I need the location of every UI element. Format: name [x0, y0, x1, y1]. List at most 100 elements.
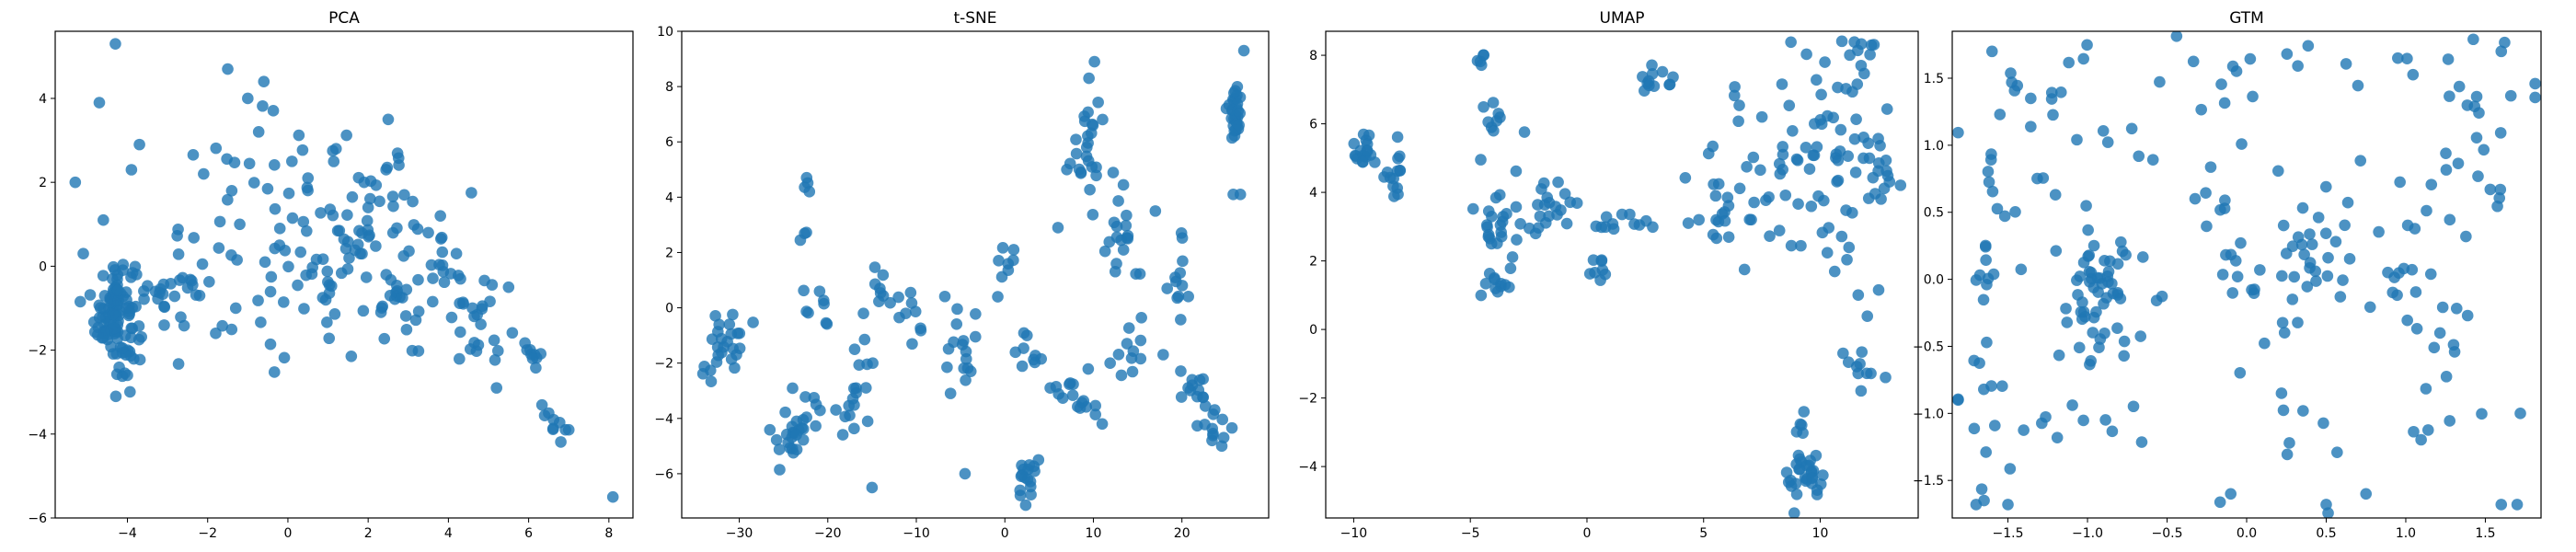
- scatter-point: [2341, 196, 2354, 209]
- scatter-point: [960, 374, 972, 386]
- scatter-point: [2373, 225, 2385, 238]
- scatter-point: [444, 268, 457, 280]
- scatter-point: [1088, 55, 1100, 68]
- scatter-point: [109, 390, 122, 403]
- scatter-point: [698, 361, 710, 373]
- scatter-point: [138, 285, 150, 297]
- scatter-point: [2320, 180, 2332, 193]
- scatter-point: [1080, 150, 1093, 163]
- scatter-point: [2115, 236, 2127, 248]
- scatter-point: [229, 302, 242, 315]
- scatter-point: [1834, 123, 1847, 136]
- scatter-point: [2189, 192, 2202, 205]
- scatter-point: [2086, 272, 2098, 285]
- scatter-point: [1479, 278, 1492, 290]
- scatter-point: [357, 305, 370, 317]
- scatter-point: [909, 305, 922, 317]
- x-tick-label: 1.5: [2475, 526, 2495, 541]
- scatter-point: [2460, 230, 2472, 243]
- scatter-point: [836, 429, 849, 441]
- scatter-point: [1019, 499, 1032, 512]
- scatter-point: [149, 285, 162, 298]
- scatter-point: [790, 415, 803, 428]
- scatter-point: [606, 490, 619, 503]
- scatter-point: [2452, 157, 2465, 169]
- scatter-point: [84, 289, 97, 301]
- scatter-point: [370, 240, 382, 252]
- scatter-point: [1492, 108, 1505, 120]
- scatter-point: [1804, 454, 1816, 466]
- scatter-point: [486, 279, 499, 291]
- scatter-point: [2073, 341, 2086, 354]
- scatter-point: [2514, 408, 2526, 420]
- scatter-point: [1811, 484, 1823, 496]
- scatter-point: [1392, 188, 1404, 201]
- scatter-point: [338, 233, 351, 246]
- scatter-point: [1480, 219, 1493, 231]
- scatter-point: [2116, 245, 2129, 258]
- scatter-point: [2051, 431, 2064, 443]
- scatter-point: [2077, 52, 2089, 65]
- scatter-point: [1134, 334, 1147, 347]
- scatter-point: [181, 282, 194, 294]
- scatter-point: [1050, 381, 1063, 393]
- scatter-point: [398, 189, 410, 201]
- scatter-point: [779, 406, 791, 419]
- scatter-point: [213, 242, 225, 254]
- scatter-point: [1764, 230, 1776, 242]
- scatter-point: [492, 345, 504, 357]
- scatter-point: [2156, 290, 2168, 303]
- y-tick-label: 1.0: [1924, 139, 1944, 154]
- scatter-point: [2494, 183, 2507, 196]
- scatter-point: [2433, 327, 2446, 339]
- scatter-point: [278, 351, 291, 364]
- x-tick-label: 2: [364, 526, 373, 541]
- scatter-point: [2009, 205, 2021, 218]
- scatter-point: [1982, 166, 1995, 178]
- scatter-point: [1850, 113, 1862, 125]
- scatter-point: [1849, 167, 1862, 178]
- scatter-point: [109, 38, 121, 50]
- scatter-point: [733, 328, 746, 339]
- scatter-points: [696, 44, 1250, 512]
- scatter-point: [225, 184, 238, 197]
- scatter-point: [374, 195, 385, 208]
- scatter-point: [282, 260, 294, 273]
- scatter-point: [382, 113, 395, 126]
- scatter-point: [1952, 393, 1964, 406]
- y-tick-label: −4: [28, 428, 47, 443]
- scatter-point: [1216, 413, 1229, 426]
- y-tick-label: 0.0: [1924, 273, 1944, 288]
- scatter-point: [171, 229, 183, 242]
- scatter-point: [351, 238, 364, 251]
- scatter-point: [412, 273, 424, 286]
- scatter-point: [361, 214, 374, 227]
- scatter-point: [1485, 237, 1498, 250]
- scatter-point: [2244, 52, 2257, 65]
- scatter-point: [264, 338, 277, 351]
- scatter-point: [1499, 279, 1512, 291]
- scatter-point: [2154, 75, 2166, 88]
- scatter-point: [1643, 79, 1655, 92]
- scatter-point: [2071, 274, 2083, 286]
- scatter-point: [296, 144, 309, 156]
- scatter-point: [1861, 310, 1874, 323]
- scatter-point: [2472, 170, 2484, 182]
- scatter-point: [468, 337, 480, 349]
- scatter-point: [210, 328, 222, 339]
- scatter-point: [1803, 163, 1816, 175]
- scatter-point: [2099, 327, 2110, 339]
- scatter-point: [2329, 236, 2342, 247]
- scatter-point: [125, 164, 138, 176]
- scatter-point: [426, 295, 439, 308]
- scatter-point: [267, 105, 280, 117]
- scatter-point: [111, 284, 124, 296]
- scatter-point: [2440, 371, 2453, 383]
- scatter-point: [225, 323, 238, 336]
- scatter-point: [2319, 227, 2332, 239]
- scatter-point: [1506, 251, 1519, 263]
- scatter-point: [1478, 49, 1489, 62]
- scatter-point: [2410, 322, 2423, 335]
- scatter-point: [1487, 97, 1500, 109]
